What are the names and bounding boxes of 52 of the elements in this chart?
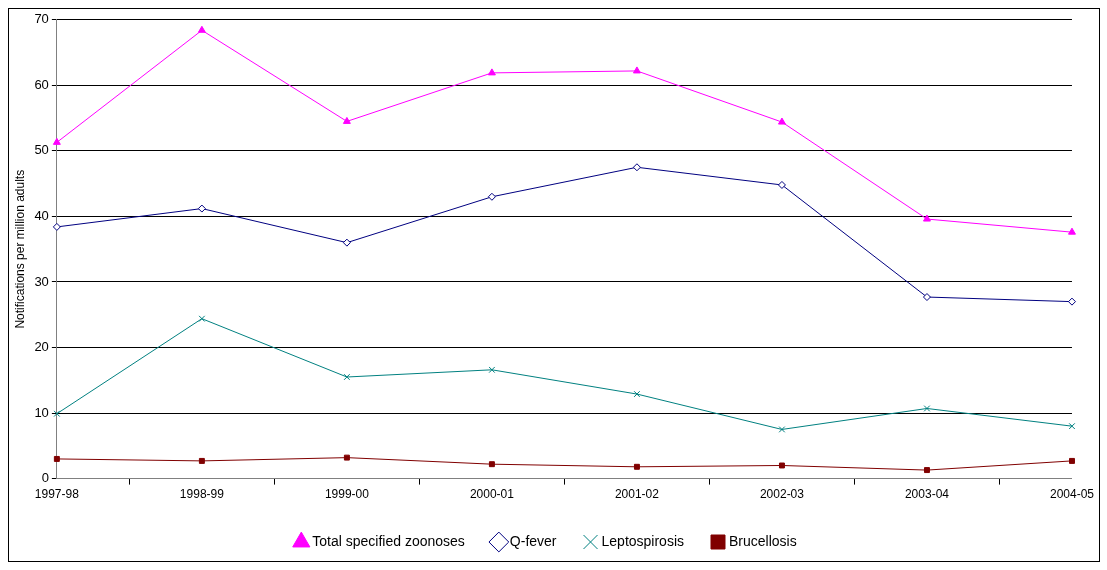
y-tick-label: 10 <box>34 404 49 420</box>
point <box>343 454 350 461</box>
point <box>778 462 785 469</box>
y-tick-label: 50 <box>34 142 49 158</box>
point <box>343 373 351 381</box>
y-tick-label: 0 <box>41 470 49 486</box>
x-tick-label: 2003-04 <box>904 487 950 502</box>
x-tick-label: 1999-00 <box>324 487 370 502</box>
point <box>487 192 496 201</box>
y-tick-label: 70 <box>34 11 49 27</box>
point <box>487 68 496 76</box>
y-axis-title: Notifications per million adults <box>12 169 27 329</box>
point <box>922 293 931 302</box>
point <box>923 467 930 474</box>
point <box>342 238 351 247</box>
point <box>1068 422 1076 430</box>
x-tick-label: 2000-01 <box>469 487 515 502</box>
point <box>1067 297 1076 306</box>
point <box>1068 227 1076 235</box>
point <box>488 366 496 374</box>
x-tick-label: 2002-03 <box>759 487 805 502</box>
point <box>633 463 640 470</box>
point <box>52 137 61 145</box>
y-tick-label: 60 <box>34 76 49 92</box>
x-tick-label: 1998-99 <box>179 487 225 502</box>
point <box>1069 457 1075 464</box>
point <box>197 204 206 213</box>
point <box>778 426 786 433</box>
point <box>632 163 641 172</box>
point <box>633 390 641 398</box>
point <box>777 117 786 125</box>
point <box>198 457 205 464</box>
x-tick-label: 2004-05 <box>1049 487 1095 502</box>
point <box>923 214 931 222</box>
point <box>342 116 351 124</box>
legend-label: Leptospirosis <box>601 532 685 549</box>
y-tick-label: 20 <box>34 339 49 355</box>
legend-label: Brucellosis <box>729 532 797 549</box>
point <box>197 25 206 33</box>
point <box>52 222 61 231</box>
x-tick-label: 2001-02 <box>614 487 660 502</box>
y-tick-label: 40 <box>34 208 49 224</box>
legend-label: Q-fever <box>509 532 557 549</box>
y-tick-label: 30 <box>34 273 49 289</box>
point <box>53 455 60 462</box>
x-tick-label: 1997-98 <box>34 487 80 502</box>
point <box>777 180 786 189</box>
point <box>198 315 206 322</box>
point <box>632 66 641 74</box>
point <box>923 405 931 412</box>
legend-label: Total specified zoonoses <box>312 532 465 549</box>
point <box>488 461 495 468</box>
